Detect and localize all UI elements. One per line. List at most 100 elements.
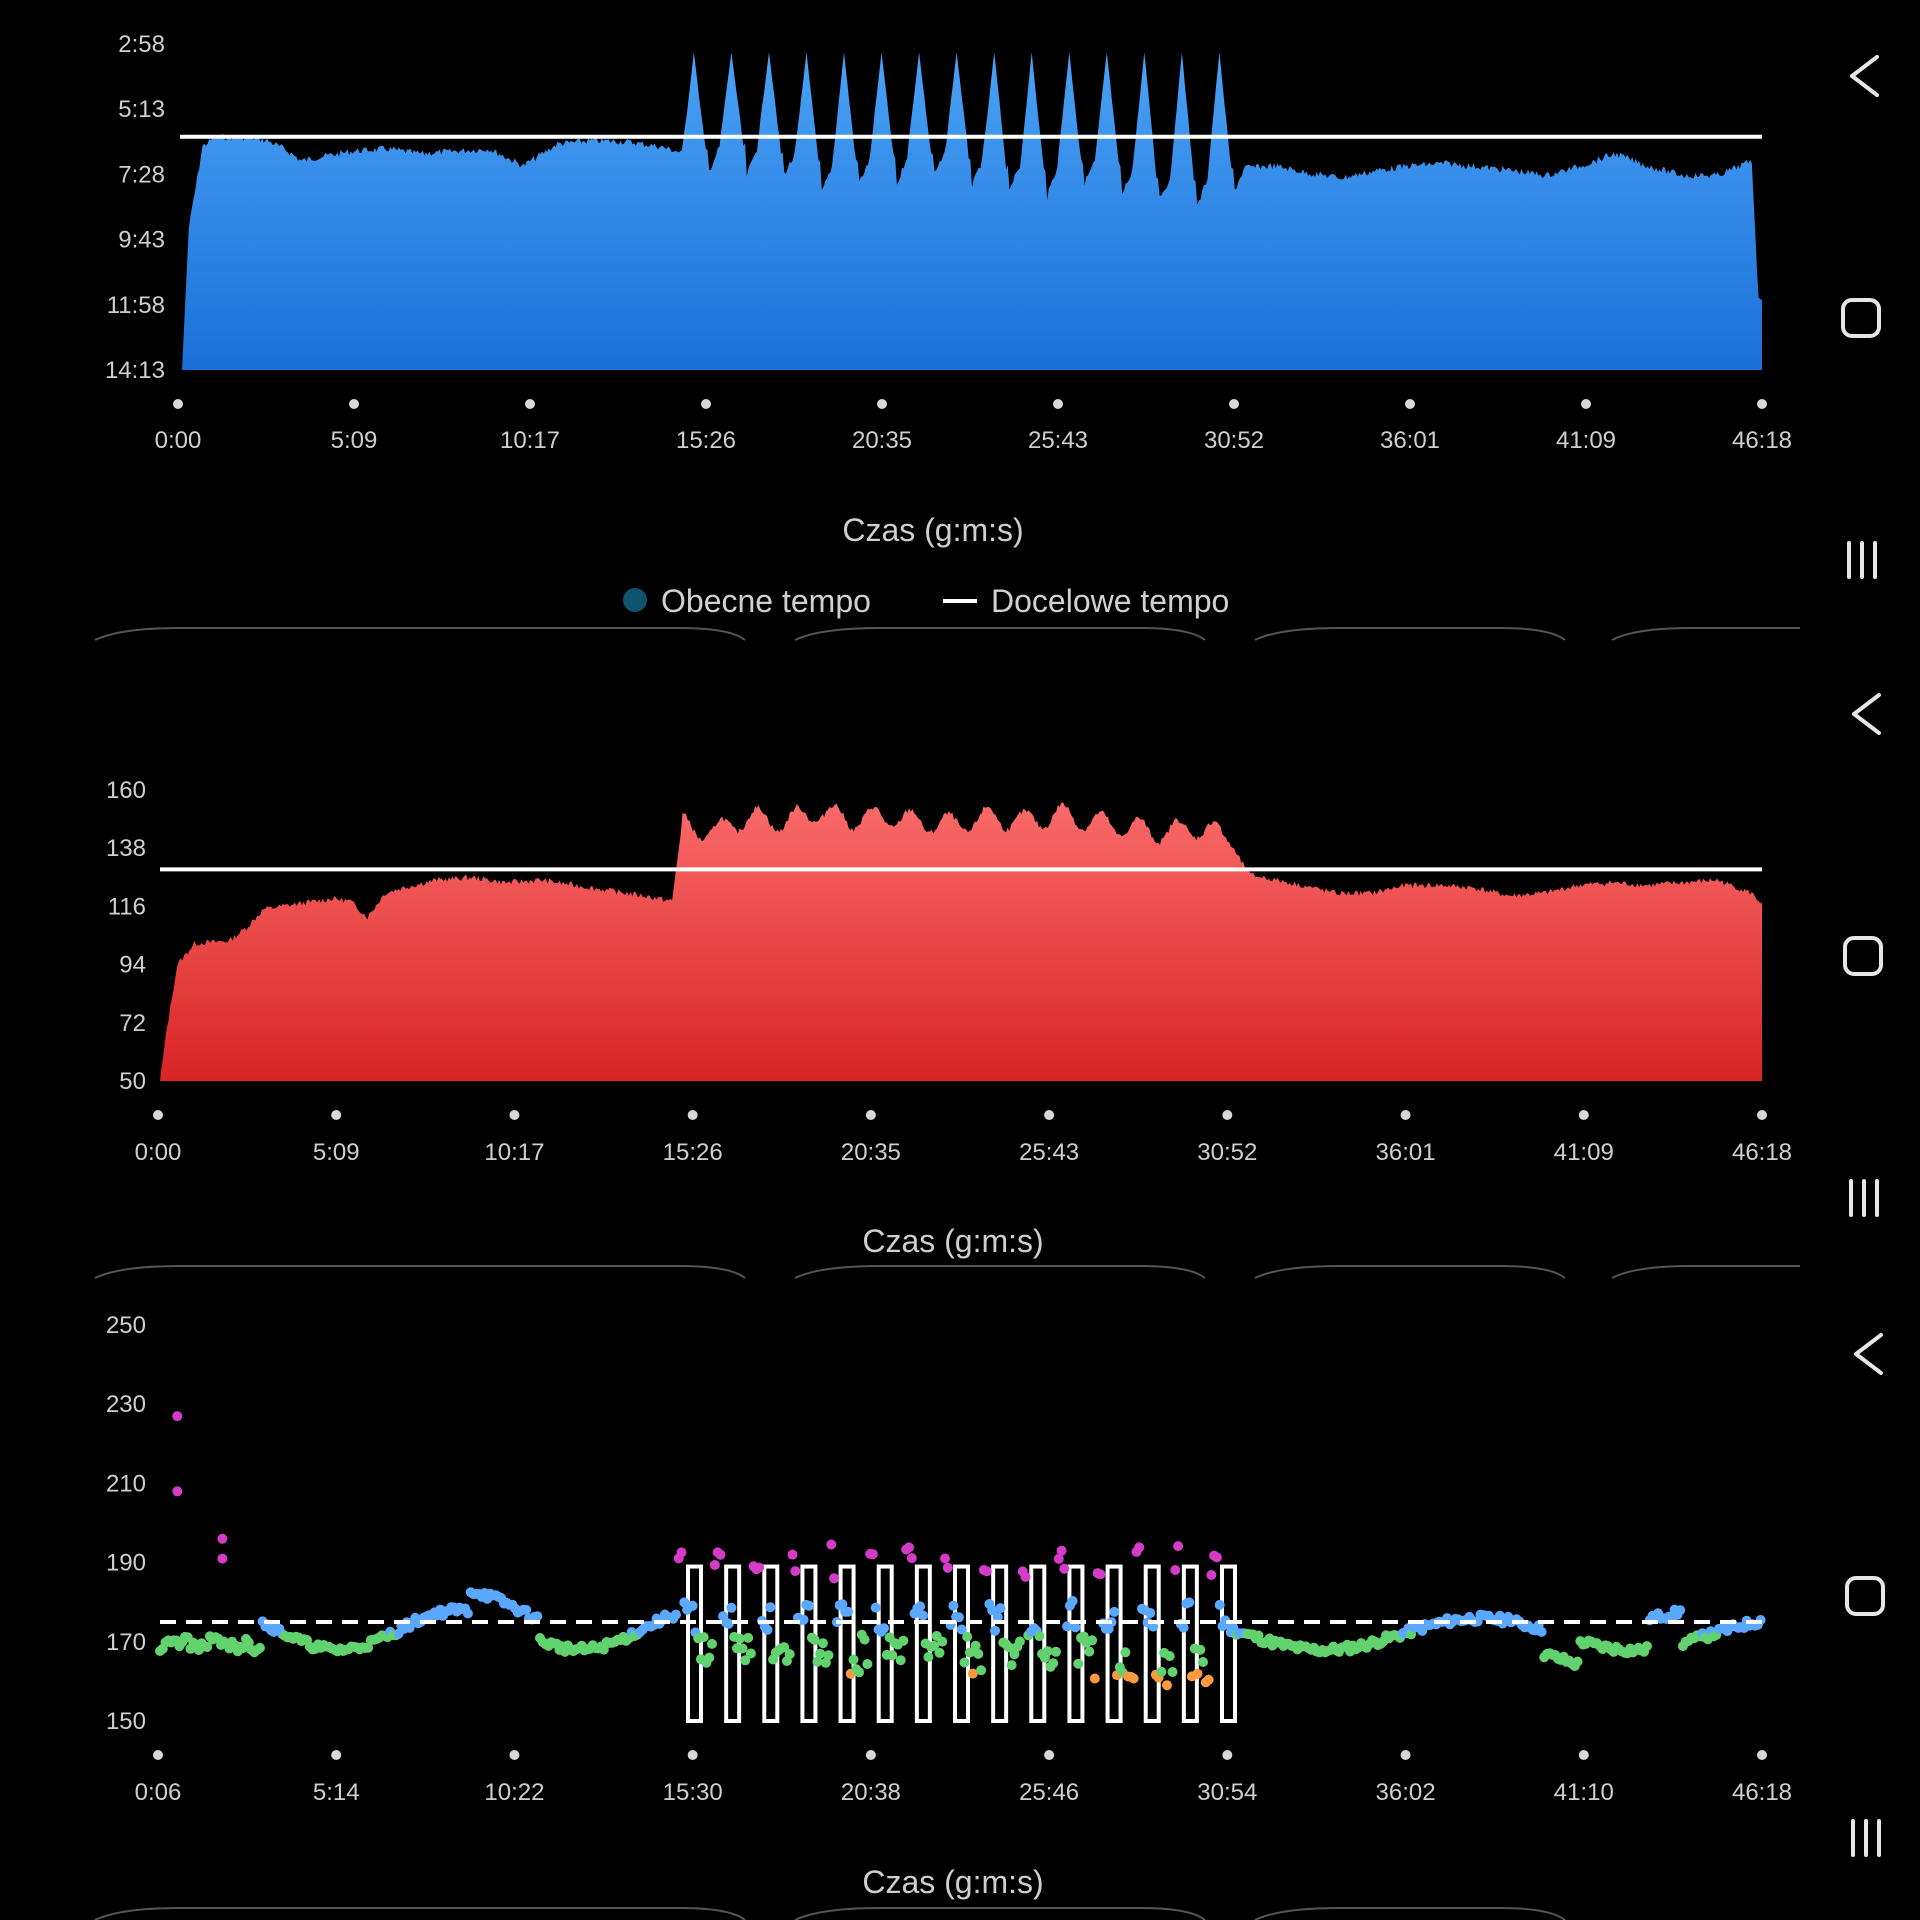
cadence-point	[854, 1667, 865, 1678]
x-tick-dot	[865, 1750, 876, 1760]
cadence-point	[937, 1636, 948, 1647]
tab-outline[interactable]	[794, 1907, 1206, 1920]
cadence-point	[942, 1562, 953, 1573]
x-tick-label: 0:00	[155, 427, 202, 454]
x-tick-label: 46:18	[1732, 427, 1792, 454]
tab-outline[interactable]	[1611, 627, 1800, 641]
cadence-point	[904, 1542, 914, 1553]
cadence-point	[762, 1624, 773, 1635]
cadence-points	[155, 1411, 1766, 1691]
interval-bar	[724, 1564, 742, 1724]
cadence-point	[1148, 1621, 1159, 1632]
cadence-point	[754, 1562, 765, 1573]
cadence-point	[906, 1553, 917, 1564]
cadence-point	[915, 1601, 926, 1612]
cadence-point	[1214, 1599, 1225, 1610]
cadence-point	[1145, 1608, 1156, 1618]
cadence-point	[929, 1640, 939, 1651]
cadence-point	[202, 1642, 213, 1652]
x-tick-label: 46:18	[1732, 1779, 1792, 1806]
tab-outline[interactable]	[1254, 1907, 1566, 1920]
back-icon[interactable]	[1854, 1333, 1883, 1375]
cadence-point	[217, 1533, 228, 1544]
interval-bar	[1105, 1564, 1123, 1724]
cadence-point	[1170, 1565, 1181, 1575]
home-icon[interactable]	[1845, 1576, 1885, 1616]
tab-bar-3	[94, 1907, 1566, 1920]
cadence-point	[1195, 1644, 1206, 1655]
recents-icon[interactable]	[1851, 1819, 1881, 1857]
cadence-point	[990, 1625, 1000, 1636]
cadence-point	[1641, 1641, 1652, 1652]
x-tick-label: 36:01	[1376, 1139, 1436, 1166]
interval-bar	[686, 1564, 703, 1724]
cadence-point	[1164, 1651, 1175, 1662]
cadence-point	[848, 1654, 859, 1665]
cadence-point	[1089, 1673, 1100, 1684]
x-tick-label: 5:09	[331, 427, 378, 454]
cadence-point	[217, 1553, 228, 1564]
y-tick-label: 190	[106, 1550, 146, 1577]
x-tick-dot	[1044, 1750, 1055, 1760]
cadence-point	[698, 1632, 709, 1643]
cadence-point	[462, 1608, 473, 1619]
tab-bar-1	[94, 627, 1800, 641]
tab-outline[interactable]	[1611, 1265, 1800, 1279]
recents-icon[interactable]	[1849, 1179, 1879, 1217]
cadence-point	[172, 1486, 183, 1497]
cadence-point	[1020, 1571, 1031, 1582]
recents-icon[interactable]	[1847, 541, 1877, 579]
cadence-point	[172, 1411, 183, 1422]
tab-outline[interactable]	[94, 1907, 746, 1920]
cadence-point	[987, 1605, 998, 1616]
cadence-point	[1572, 1656, 1583, 1667]
tab-outline[interactable]	[794, 1265, 1206, 1279]
tab-outline[interactable]	[1254, 627, 1566, 641]
cadence-point	[1120, 1647, 1131, 1658]
cadence-point	[1192, 1668, 1203, 1679]
cadence-point	[1034, 1631, 1045, 1642]
cadence-point	[1198, 1657, 1208, 1667]
cadence-point	[676, 1547, 687, 1558]
interval-bar	[1143, 1564, 1161, 1724]
y-tick-label: 150	[106, 1708, 146, 1735]
back-icon[interactable]	[1850, 55, 1879, 97]
pace-x-axis-title: Czas (g:m:s)	[842, 512, 1023, 548]
interval-bar	[1067, 1564, 1085, 1724]
back-icon[interactable]	[1852, 693, 1881, 735]
cadence-point	[687, 1600, 698, 1611]
tab-outline[interactable]	[794, 627, 1206, 641]
x-tick-label: 25:43	[1028, 427, 1088, 454]
cadence-point	[1203, 1674, 1214, 1685]
cadence-point	[826, 1539, 837, 1550]
cadence-point	[1178, 1622, 1189, 1633]
cadence-point	[837, 1599, 848, 1610]
cadence-point	[829, 1573, 840, 1584]
cadence-point	[704, 1652, 715, 1663]
x-tick-dot	[1757, 1110, 1767, 1120]
y-tick-label: 9:43	[118, 227, 165, 254]
cadence-point	[1048, 1658, 1059, 1669]
cadence-point	[745, 1648, 756, 1659]
tab-outline[interactable]	[94, 1265, 746, 1279]
cadence-point	[723, 1618, 734, 1629]
x-tick-label: 10:17	[484, 1139, 544, 1166]
x-tick-label: 25:46	[1019, 1779, 1079, 1806]
interval-bar	[762, 1564, 780, 1724]
cadence-point	[1128, 1673, 1139, 1684]
cadence-point	[1073, 1658, 1084, 1669]
home-icon[interactable]	[1843, 936, 1883, 976]
tab-outline[interactable]	[1254, 1265, 1566, 1279]
cadence-point	[843, 1606, 853, 1617]
home-icon[interactable]	[1841, 298, 1881, 338]
cadence-point	[1211, 1552, 1222, 1563]
interval-bar	[953, 1564, 970, 1724]
x-tick-dot	[687, 1110, 698, 1120]
tab-outline[interactable]	[94, 627, 746, 641]
cadence-point	[862, 1659, 873, 1669]
x-tick-label: 0:06	[135, 1779, 182, 1806]
cadence-point	[934, 1647, 945, 1658]
x-tick-dot	[173, 399, 183, 409]
x-tick-dot	[1578, 1750, 1589, 1760]
x-tick-dot	[1044, 1110, 1055, 1120]
